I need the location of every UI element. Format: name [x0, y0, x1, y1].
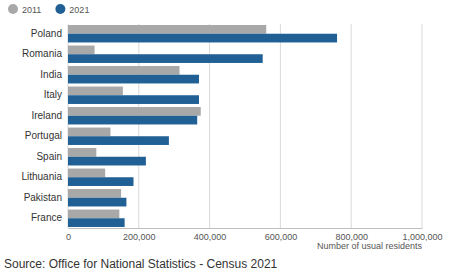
tick: Spain: [36, 151, 68, 162]
tick-label: 0: [66, 232, 71, 242]
tick: Italy: [44, 89, 68, 100]
bar: [68, 157, 146, 166]
bar: [68, 148, 96, 157]
bar: [68, 210, 119, 219]
category-label: Ireland: [31, 110, 62, 121]
tick-label: 600,000: [265, 232, 298, 242]
bar: [68, 198, 126, 207]
tick: Pakistan: [24, 192, 68, 203]
tick: Lithuania: [21, 171, 68, 182]
bar: [68, 46, 95, 55]
bar: [68, 189, 121, 198]
category-label: India: [40, 69, 62, 80]
y-axis: Poland Romania India Italy Ireland Portugal Sp…: [21, 28, 68, 224]
bar: [68, 136, 169, 145]
legend-swatch: [8, 4, 18, 14]
category-label: Italy: [44, 89, 62, 100]
tick-label: 200,000: [123, 232, 156, 242]
grid-line: [422, 24, 423, 228]
bar: [68, 75, 199, 84]
plot: 0200,000400,000600,000800,0001,000,000Po…: [21, 24, 442, 242]
category-label: Poland: [31, 28, 62, 39]
bar: [68, 177, 133, 186]
tick-label: 400,000: [194, 232, 227, 242]
category-label: Portugal: [25, 130, 62, 141]
bar: [68, 218, 125, 227]
legend: 2011 2021: [8, 4, 89, 15]
grid: [68, 24, 422, 228]
bar: [68, 169, 105, 178]
bar: [68, 95, 199, 104]
series-1: [68, 34, 337, 227]
category-label: France: [31, 212, 63, 223]
tick: Poland: [31, 28, 68, 39]
legend-label: 2011: [22, 5, 41, 15]
bars: [68, 25, 337, 227]
tick: 200,000: [123, 228, 156, 242]
category-label: Romania: [22, 48, 62, 59]
category-label: Pakistan: [24, 192, 62, 203]
legend-label: 2021: [69, 5, 89, 15]
axis-line: [69, 228, 423, 229]
tick: France: [31, 212, 68, 223]
bar: [68, 25, 266, 34]
chart: 0200,000400,000600,000800,0001,000,000Po…: [0, 0, 450, 274]
bar: [68, 34, 337, 43]
tick: 600,000: [265, 228, 298, 242]
tick: Ireland: [31, 110, 68, 121]
legend-item: 2011: [8, 4, 41, 15]
axis-title: Number of usual residents: [317, 241, 423, 251]
tick: 400,000: [194, 228, 227, 242]
tick: 0: [66, 228, 71, 242]
legend-swatch: [55, 4, 65, 14]
bar: [68, 107, 201, 116]
grid-line: [280, 24, 281, 228]
bar: [68, 66, 180, 75]
tick: India: [40, 69, 68, 80]
tick: Portugal: [25, 130, 68, 141]
bar: [68, 116, 197, 125]
grid-line: [351, 24, 352, 228]
bar: [68, 87, 123, 96]
source: Source: Office for National Statistics -…: [4, 257, 278, 271]
bar: [68, 54, 263, 63]
category-label: Lithuania: [21, 171, 62, 182]
bar: [68, 128, 110, 137]
category-label: Spain: [36, 151, 62, 162]
series-0: [68, 25, 266, 218]
legend-item: 2021: [55, 4, 89, 15]
tick: Romania: [22, 48, 68, 59]
